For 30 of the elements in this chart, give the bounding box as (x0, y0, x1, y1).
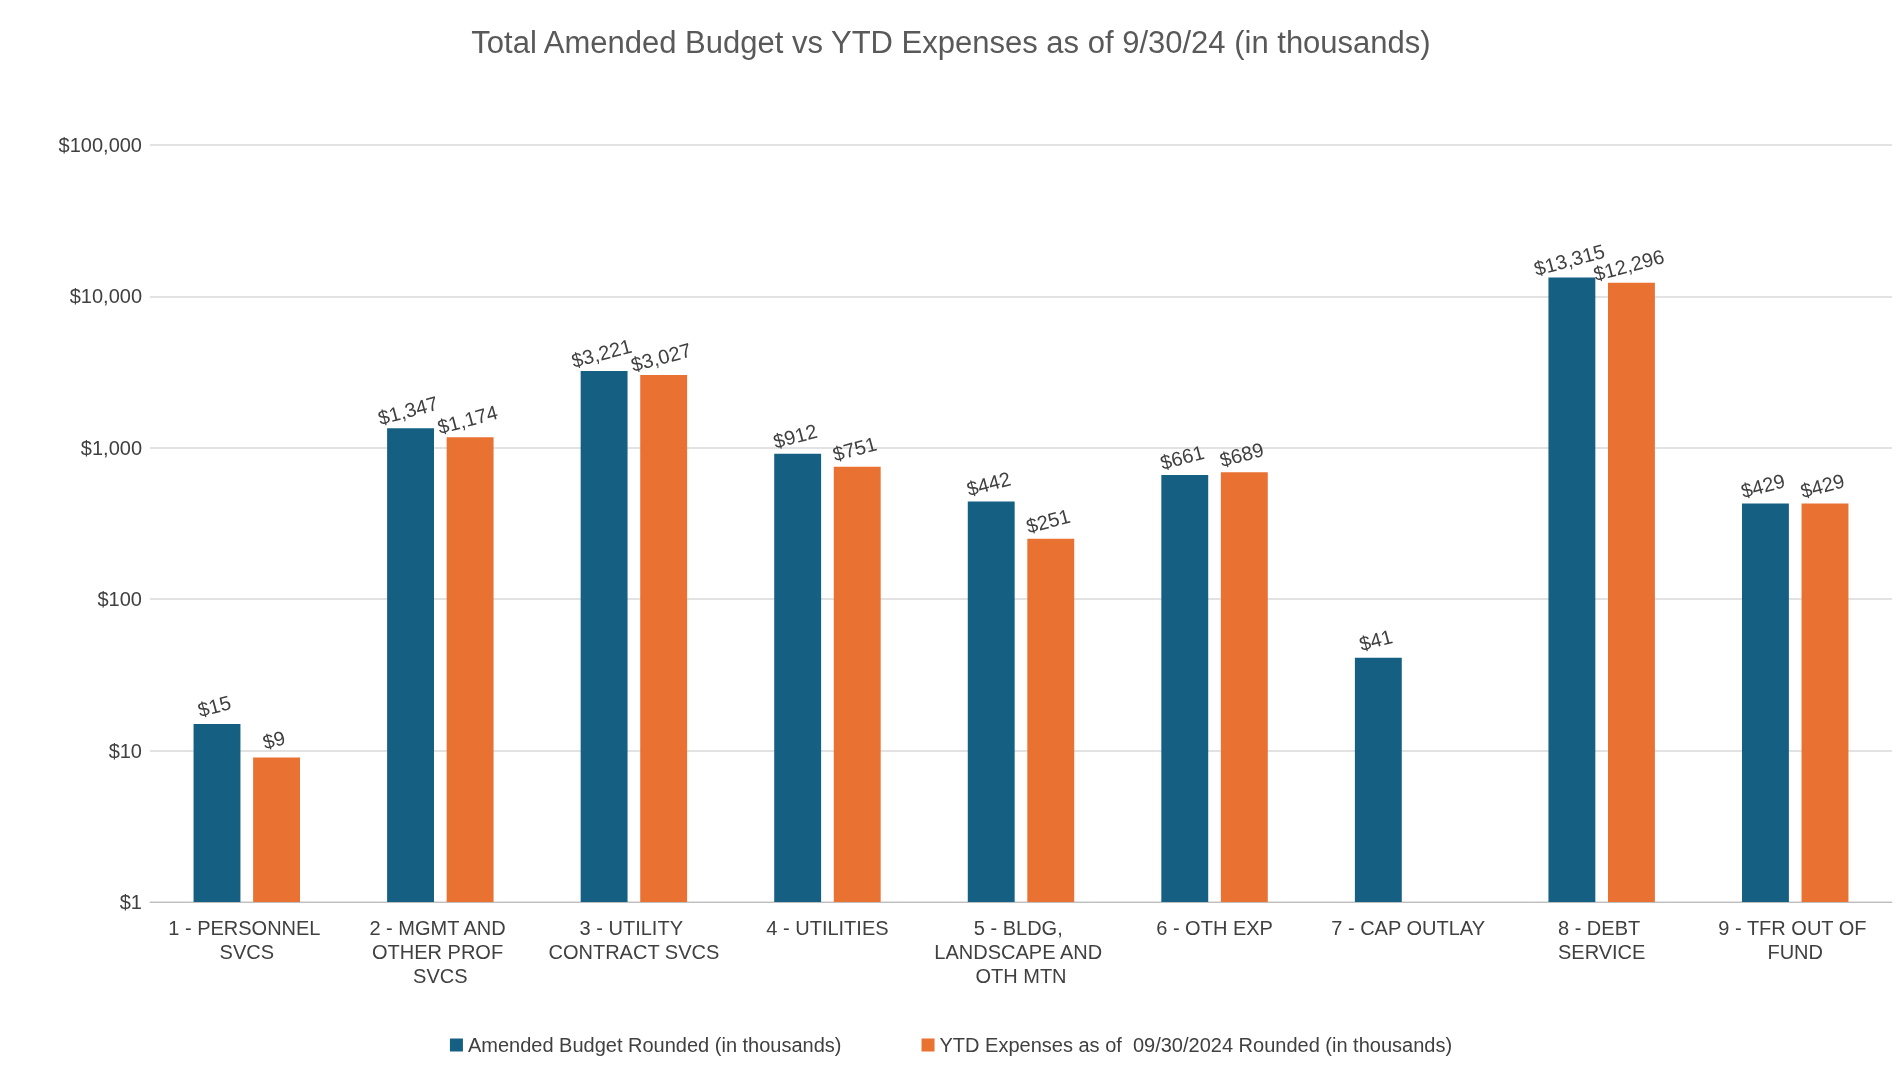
data-label: $41 (1356, 625, 1395, 656)
y-tick-label: $100,000 (58, 134, 142, 156)
x-tick-label: 6 - OTH EXP (1156, 917, 1273, 939)
data-label: $429 (1798, 469, 1847, 503)
data-label: $9 (260, 726, 288, 754)
data-label: $429 (1738, 469, 1788, 503)
x-tick-label: 2 - MGMT AND OTHER PROF SVCS (369, 917, 512, 987)
data-label: $251 (1023, 504, 1073, 538)
legend-label: Amended Budget Rounded (in thousands) (467, 1034, 842, 1056)
x-tick-label: 9 - TFR OUT OF FUND (1718, 917, 1873, 963)
data-label: $15 (195, 691, 234, 722)
legend-label: YTD Expenses as of 09/30/2024 Rounded (in thousands) (939, 1034, 1453, 1056)
y-tick-label: $10 (108, 739, 142, 762)
y-tick-label: $1 (119, 891, 142, 913)
data-label: $912 (770, 419, 820, 453)
y-tick-label: $10,000 (69, 285, 142, 308)
data-label: $442 (964, 467, 1013, 501)
y-tick-label: $100 (97, 588, 142, 611)
data-label: $689 (1217, 438, 1267, 472)
x-tick-label: 7 - CAP OUTLAY (1331, 917, 1485, 939)
x-tick-label: 1 - PERSONNEL SVCS (168, 917, 326, 963)
data-label: $751 (830, 432, 879, 466)
data-label: $1,174 (435, 401, 500, 439)
x-tick-label: 8 - DEBT SERVICE (1557, 917, 1646, 963)
x-tick-label: 5 - BLDG, LANDSCAPE AND OTH MTN (934, 917, 1108, 987)
chart-title: Total Amended Budget vs YTD Expenses as of 9/30/24 (in thousands) (471, 25, 1431, 60)
data-label: $661 (1157, 440, 1207, 474)
y-tick-label: $1,000 (80, 436, 142, 459)
x-tick-label: 3 - UTILITY CONTRACT SVCS (548, 917, 720, 963)
x-tick-label: 4 - UTILITIES (766, 917, 889, 939)
